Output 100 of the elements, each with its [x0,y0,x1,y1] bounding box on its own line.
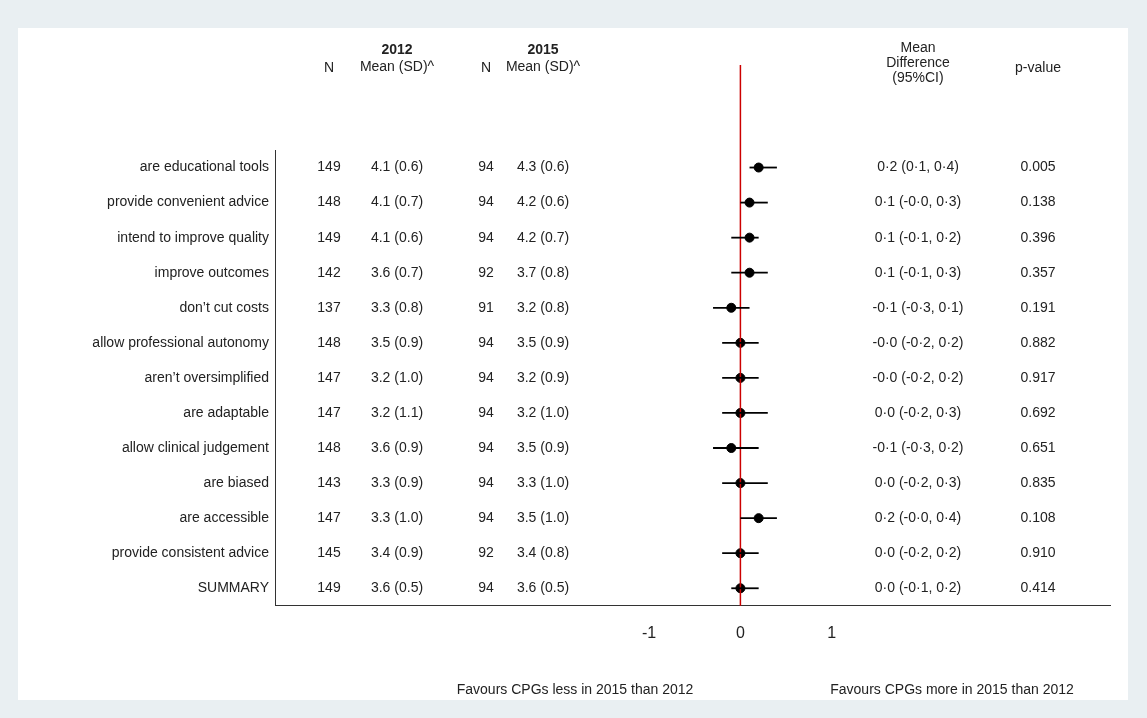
x-tick-label: -1 [642,623,657,641]
annotation: -0·1 (-0·3, 0·1) [872,298,964,315]
y-tick-label: provide convenient advice [107,193,270,210]
annotation: 0·0 (-0·2, 0·3) [874,473,962,490]
annotation: 3.6 (0.9) [370,438,424,455]
annotation: 148 [317,333,341,350]
text: 2012 [381,40,413,57]
annotation: 3.3 (0.9) [370,473,424,490]
annotation: 92 [478,263,494,280]
annotation: 94 [478,228,494,245]
point [753,162,764,173]
y-tick-label: provide consistent advice [111,544,270,561]
annotation: 0·1 (-0·1, 0·2) [874,228,962,245]
annotation: -0·0 (-0·2, 0·2) [872,333,964,350]
annotation: 4.1 (0.6) [370,228,424,245]
annotation: 0.414 [1020,579,1056,596]
text: 2015 [527,40,559,57]
text: Mean (SD)^ [505,57,581,74]
annotation: 91 [478,298,494,315]
y-tick-label: aren’t oversimplified [144,368,269,385]
annotation: 0·0 (-0·2, 0·3) [874,403,962,420]
annotation: 94 [478,368,494,385]
annotation: 3.5 (0.9) [516,333,570,350]
annotation: 3.3 (1.0) [516,473,570,490]
annotation: 0·2 (-0·0, 0·4) [874,509,962,526]
annotation: 0.651 [1020,438,1056,455]
annotation: 3.6 (0.5) [370,579,424,596]
annotation: 94 [478,333,494,350]
text: N [480,58,492,75]
annotation: 0·1 (-0·0, 0·3) [874,193,962,210]
annotation: 94 [478,158,494,175]
annotation: 149 [317,228,341,245]
annotation: 148 [317,193,341,210]
annotation: 0.138 [1020,193,1056,210]
annotation: 3.5 (0.9) [370,333,424,350]
annotation: 3.2 (1.0) [370,368,424,385]
annotation: 4.1 (0.7) [370,193,424,210]
annotation: -0·0 (-0·2, 0·2) [872,368,964,385]
annotation: 3.2 (0.8) [516,298,570,315]
annotation: 4.2 (0.7) [516,228,570,245]
annotation: 92 [478,544,494,561]
annotation: 0·2 (0·1, 0·4) [877,158,959,175]
annotation: 147 [317,403,341,420]
annotation: 147 [317,368,341,385]
annotation: 0.917 [1020,368,1056,385]
annotation: 149 [317,579,341,596]
text: p-value [1015,58,1062,75]
text: Favours CPGs less in 2015 than 2012 [456,680,694,697]
annotation: 0·0 (-0·1, 0·2) [874,579,962,596]
x-tick-label: 0 [735,623,745,641]
annotation: 4.1 (0.6) [370,158,424,175]
y-tick-label: are accessible [179,509,270,526]
annotation: 3.3 (1.0) [370,509,424,526]
text: Mean Difference (95%CI) [886,38,950,85]
annotation: 0.108 [1020,509,1056,526]
y-tick-label: allow professional autonomy [92,333,269,350]
annotation: 3.5 (1.0) [516,509,570,526]
annotation: 0·1 (-0·1, 0·3) [874,263,962,280]
annotation: 148 [317,438,341,455]
annotation: 3.4 (0.9) [370,544,424,561]
text: Mean (SD)^ [359,57,435,74]
text: Favours CPGs more in 2015 than 2012 [830,680,1074,697]
annotation: 3.5 (0.9) [516,438,570,455]
annotation: 94 [478,509,494,526]
y-tick-label: intend to improve quality [117,228,269,245]
annotation: 0.910 [1020,544,1056,561]
text: N [323,58,335,75]
annotation: 0.191 [1020,298,1056,315]
annotation: -0·1 (-0·3, 0·2) [872,438,964,455]
annotation: 94 [478,403,494,420]
annotation: 0.882 [1020,333,1056,350]
annotation: 143 [317,473,341,490]
annotation: 3.6 (0.7) [370,263,424,280]
annotation: 3.7 (0.8) [516,263,570,280]
annotation: 3.6 (0.5) [516,579,570,596]
x-tick-label: 1 [827,623,837,641]
annotation: 3.2 (1.1) [370,403,424,420]
annotation: 3.2 (0.9) [516,368,570,385]
annotation: 4.2 (0.6) [516,193,570,210]
annotation: 94 [478,579,494,596]
annotation: 142 [317,263,341,280]
annotation: 0.835 [1020,473,1056,490]
annotation: 3.3 (0.8) [370,298,424,315]
annotation: 94 [478,438,494,455]
y-tick-label: allow clinical judgement [121,438,270,455]
y-tick-label: don’t cut costs [179,298,269,315]
annotation: 4.3 (0.6) [516,158,570,175]
annotation: 145 [317,544,341,561]
annotation: 0.357 [1020,263,1056,280]
annotation: 0.396 [1020,228,1056,245]
y-tick-label: improve outcomes [154,263,269,280]
annotation: 94 [478,193,494,210]
annotation: 3.2 (1.0) [516,403,570,420]
annotation: 94 [478,473,494,490]
annotation: 0·0 (-0·2, 0·2) [874,544,962,561]
annotation: 149 [317,158,341,175]
annotation: 0.692 [1020,403,1056,420]
y-tick-label: SUMMARY [197,579,270,596]
annotation: 3.4 (0.8) [516,544,570,561]
y-tick-label: are biased [203,473,269,490]
